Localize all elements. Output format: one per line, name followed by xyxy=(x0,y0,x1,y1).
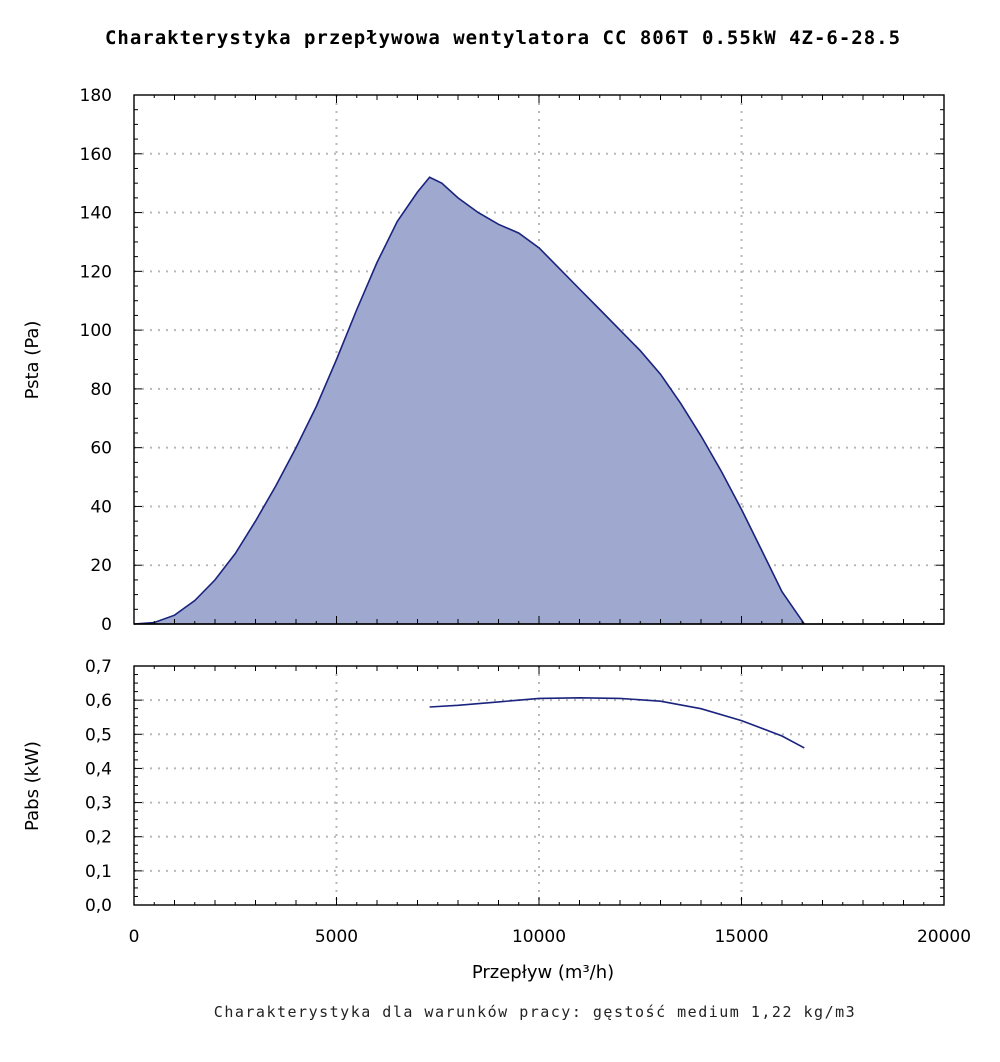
pressure-y-tick-label: 180 xyxy=(80,86,112,106)
power-ticks xyxy=(133,665,945,906)
pressure-y-axis-label: Psta (Pa) xyxy=(22,321,43,400)
x-tick-label: 5000 xyxy=(315,927,358,947)
pressure-area xyxy=(134,177,805,625)
power-y-tick-label: 0,4 xyxy=(85,759,112,779)
power-y-tick-label: 0,5 xyxy=(85,725,112,745)
power-y-tick-labels: 0,0 0,1 0,2 0,3 0,4 0,5 0,6 0,7 xyxy=(85,657,112,916)
power-y-axis-label: Pabs (kW) xyxy=(22,741,43,831)
pressure-y-tick-label: 0 xyxy=(101,615,112,635)
power-y-tick-label: 0,1 xyxy=(85,862,112,882)
power-y-tick-label: 0,2 xyxy=(85,828,112,848)
power-y-tick-label: 0,7 xyxy=(85,657,112,677)
x-tick-label: 15000 xyxy=(714,927,768,947)
x-tick-label: 10000 xyxy=(512,927,566,947)
pressure-y-tick-label: 100 xyxy=(80,321,112,341)
pressure-plot: 0 20 40 60 80 100 120 140 160 180 Psta (Pa) xyxy=(22,86,945,635)
power-y-tick-label: 0,0 xyxy=(85,896,112,916)
power-y-tick-label: 0,3 xyxy=(85,794,112,814)
footnote: Charakterystyka dla warunków pracy: gęst… xyxy=(214,1003,856,1021)
pressure-curve xyxy=(133,176,805,625)
pressure-y-tick-label: 80 xyxy=(90,380,112,400)
x-tick-labels: 0 5000 10000 15000 20000 xyxy=(129,927,971,947)
power-plot-frame xyxy=(133,665,945,906)
power-curve xyxy=(429,696,805,749)
x-tick-label: 20000 xyxy=(917,927,971,947)
pressure-y-tick-label: 60 xyxy=(90,439,112,459)
pressure-y-tick-label: 40 xyxy=(90,497,112,517)
power-grid xyxy=(134,666,944,905)
pressure-y-tick-label: 20 xyxy=(90,556,112,576)
chart-title: Charakterystyka przepływowa wentylatora … xyxy=(105,27,901,49)
x-axis-label: Przepływ (m³/h) xyxy=(472,962,614,983)
x-tick-label: 0 xyxy=(129,927,140,947)
power-y-tick-label: 0,6 xyxy=(85,691,112,711)
pressure-y-tick-label: 120 xyxy=(80,262,112,282)
pressure-y-tick-label: 140 xyxy=(80,204,112,224)
power-plot: 0,0 0,1 0,2 0,3 0,4 0,5 0,6 0,7 0 5000 10000 15000… xyxy=(22,657,971,983)
pressure-y-tick-labels: 0 20 40 60 80 100 120 140 160 180 xyxy=(80,86,112,635)
pressure-plot-frame xyxy=(133,94,945,625)
pressure-y-tick-label: 160 xyxy=(80,145,112,165)
